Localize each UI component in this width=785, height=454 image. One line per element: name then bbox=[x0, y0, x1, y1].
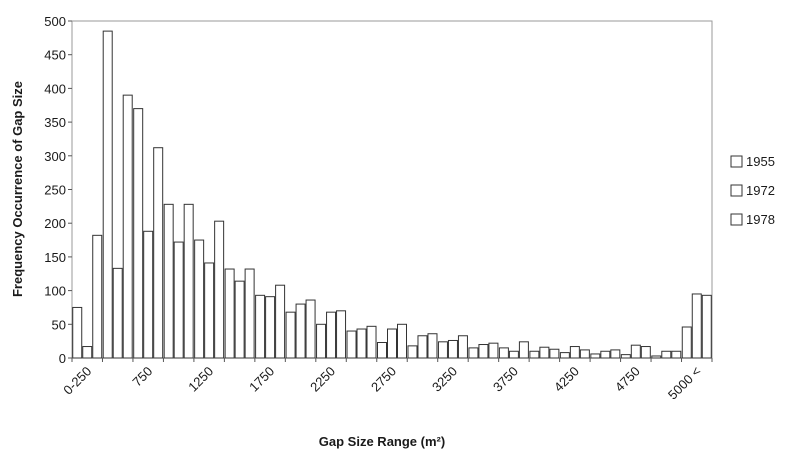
legend-label-1972: 1972 bbox=[746, 183, 775, 198]
bar-1972-1000 bbox=[173, 241, 184, 359]
bar-1978-3500 bbox=[488, 342, 499, 359]
bar-1978-4750 bbox=[640, 346, 651, 359]
bar-1972-4250 bbox=[569, 346, 580, 359]
x-axis-title: Gap Size Range (m²) bbox=[319, 434, 445, 449]
bar-1978-1000 bbox=[183, 203, 194, 359]
bar-1955-3000 bbox=[407, 345, 418, 359]
bar-1955-4500 bbox=[590, 353, 601, 359]
y-tick-label: 400 bbox=[44, 81, 66, 96]
bar-1972-3750 bbox=[508, 350, 519, 359]
y-axis: 0 50 100 150 200 250 300 350 400 450 500 bbox=[44, 14, 72, 366]
bar-1978-2000 bbox=[305, 299, 316, 359]
legend-label-1955: 1955 bbox=[746, 154, 775, 169]
bar-1978-1250 bbox=[214, 220, 225, 359]
y-tick-label: 0 bbox=[59, 351, 66, 366]
x-axis: 0-250 750 1250 1750 2250 2750 3250 3750 4250 4750… bbox=[60, 358, 713, 403]
x-tick-label: 5000 < bbox=[665, 364, 704, 403]
legend-swatch-1978 bbox=[730, 213, 743, 226]
bar-1972-1500 bbox=[234, 280, 245, 359]
bar-1955-2750 bbox=[377, 342, 387, 359]
bar-1978-750 bbox=[153, 147, 164, 359]
bar-1972-3000 bbox=[417, 335, 428, 359]
bar-1955-1000 bbox=[163, 203, 174, 359]
bar-1972-2500 bbox=[356, 328, 367, 359]
bar-1955-1250 bbox=[194, 239, 205, 359]
bar-1955-0-250 bbox=[72, 306, 83, 359]
x-tick-label: 1750 bbox=[246, 364, 277, 395]
x-tick-label: 1250 bbox=[185, 364, 216, 395]
y-tick-label: 450 bbox=[44, 48, 66, 63]
bar-1955-5000 bbox=[651, 355, 662, 359]
bar-1955-4750 bbox=[620, 354, 631, 359]
bar-1972-500 bbox=[112, 267, 123, 359]
bar-1972-2250 bbox=[326, 311, 337, 359]
y-tick-label: 350 bbox=[44, 115, 66, 130]
bar-1978-3750 bbox=[518, 341, 529, 359]
bar-1972-4000 bbox=[539, 346, 550, 359]
x-tick-label: 750 bbox=[129, 364, 155, 390]
legend-swatch-1955 bbox=[730, 155, 743, 168]
bar-1978-4500 bbox=[610, 349, 621, 359]
bar-1978-2500 bbox=[366, 325, 377, 359]
bar-1955-2000 bbox=[285, 311, 296, 359]
bar-1972-5000 < bbox=[691, 293, 702, 359]
bar-1972-2750 bbox=[387, 328, 397, 359]
y-tick-label: 300 bbox=[44, 149, 66, 164]
y-axis-title: Frequency Occurrence of Gap Size bbox=[10, 81, 25, 297]
bar-1978-500 bbox=[122, 94, 133, 359]
bar-1972-3500 bbox=[478, 344, 489, 359]
bar-1955-4000 bbox=[529, 350, 540, 359]
x-tick-label: 2750 bbox=[368, 364, 399, 395]
x-tick-label: 4250 bbox=[551, 364, 582, 395]
bar-1955-500 bbox=[102, 30, 113, 359]
bar-1972-0-250 bbox=[82, 346, 93, 359]
bar-1972-1250 bbox=[204, 262, 215, 359]
x-tick-label: 4750 bbox=[612, 364, 643, 395]
bar-1955-1500 bbox=[224, 268, 235, 359]
x-tick-label: 3250 bbox=[429, 364, 460, 395]
bar-1955-2500 bbox=[346, 330, 357, 359]
bar-1978-3250 bbox=[457, 335, 468, 359]
bar-1972-4750 bbox=[630, 344, 641, 359]
bar-1955-3750 bbox=[498, 347, 509, 359]
bar-1955-5000 < bbox=[681, 326, 692, 359]
bar-1978-1500 bbox=[244, 268, 255, 359]
y-tick-label: 200 bbox=[44, 216, 66, 231]
bar-1978-4250 bbox=[579, 349, 590, 359]
legend-label-1978: 1978 bbox=[746, 212, 775, 227]
bar-1972-1750 bbox=[265, 296, 276, 359]
bars-layer bbox=[72, 30, 712, 359]
bar-1955-3250 bbox=[437, 341, 448, 359]
bar-1978-0-250 bbox=[92, 234, 103, 359]
bar-1955-1750 bbox=[255, 294, 266, 359]
bar-1978-4000 bbox=[549, 348, 560, 359]
legend-swatch-1972 bbox=[730, 184, 743, 197]
x-tick-label: 2250 bbox=[307, 364, 338, 395]
bar-1972-3250 bbox=[447, 339, 458, 359]
bar-1978-1750 bbox=[275, 284, 286, 359]
bar-1972-4500 bbox=[600, 350, 611, 359]
bar-1978-2750 bbox=[397, 323, 407, 359]
y-tick-label: 100 bbox=[44, 284, 66, 299]
y-tick-label: 50 bbox=[52, 317, 66, 332]
bar-1972-5000 bbox=[661, 350, 672, 359]
bar-1955-3500 bbox=[468, 347, 479, 359]
bar-1978-5000 < bbox=[701, 294, 712, 359]
y-tick-label: 500 bbox=[44, 14, 66, 29]
bar-1972-2000 bbox=[295, 303, 306, 359]
bar-1955-750 bbox=[133, 108, 144, 359]
bar-1978-3000 bbox=[427, 333, 438, 359]
bar-1972-750 bbox=[143, 230, 154, 359]
bar-1978-5000 bbox=[671, 350, 682, 359]
legend: 1955 1972 1978 bbox=[730, 154, 775, 227]
bar-1955-2250 bbox=[316, 323, 327, 359]
bar-1955-4250 bbox=[559, 352, 570, 359]
y-tick-label: 250 bbox=[44, 183, 66, 198]
x-tick-label: 0-250 bbox=[60, 364, 94, 398]
x-tick-label: 3750 bbox=[490, 364, 521, 395]
y-tick-label: 150 bbox=[44, 250, 66, 265]
bar-1978-2250 bbox=[336, 310, 347, 359]
